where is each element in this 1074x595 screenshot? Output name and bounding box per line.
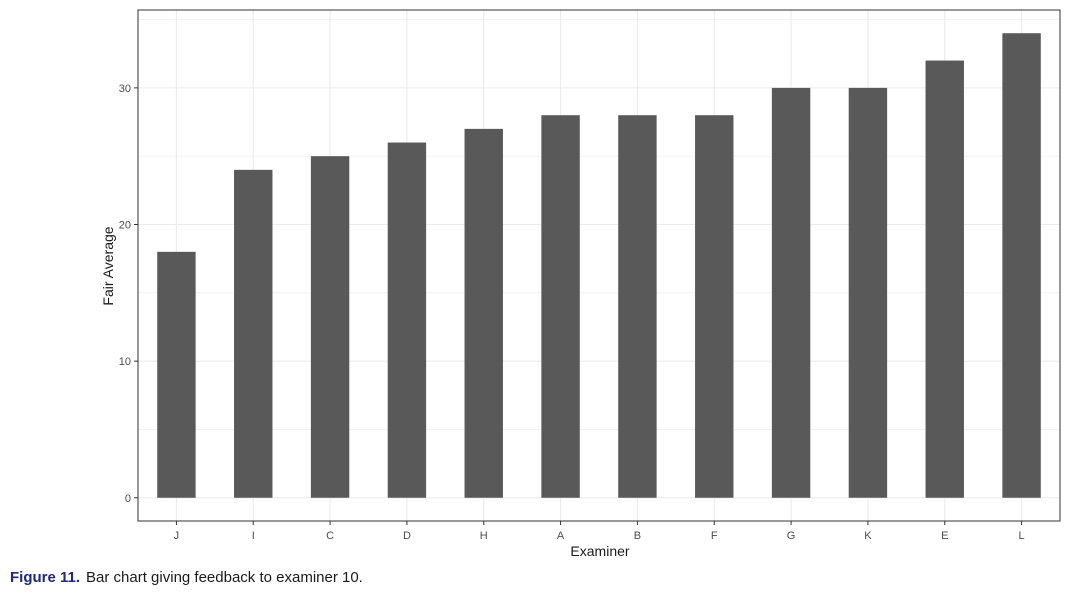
y-axis-title: Fair Average xyxy=(100,226,116,305)
bar-B xyxy=(618,115,657,498)
bar-E xyxy=(925,60,964,498)
y-tick-label: 30 xyxy=(119,83,131,95)
bar-D xyxy=(387,142,427,498)
figure-caption-text: Bar chart giving feedback to examiner 10… xyxy=(86,569,363,586)
figure-caption-label: Figure 11. xyxy=(10,569,81,586)
x-tick-label: L xyxy=(1019,530,1025,542)
bar-H xyxy=(464,128,503,498)
x-tick-label: C xyxy=(326,530,334,542)
x-tick-label: I xyxy=(252,530,255,542)
bar-F xyxy=(695,115,734,498)
x-tick-label: G xyxy=(787,530,796,542)
x-tick-label: F xyxy=(711,530,718,542)
x-tick-label: H xyxy=(480,530,488,542)
bar-A xyxy=(541,115,580,498)
bar-G xyxy=(771,87,811,498)
x-tick-label: E xyxy=(941,530,948,542)
figure-caption: Figure 11. Bar chart giving feedback to e… xyxy=(10,569,363,586)
y-tick-label: 20 xyxy=(119,220,131,232)
bar-I xyxy=(234,169,273,498)
axis-ticks: 0 10 20 30 J I C D H A B F G K E L xyxy=(119,83,1025,542)
bar-C xyxy=(310,156,350,498)
y-tick-label: 0 xyxy=(125,493,131,505)
grid-lines xyxy=(138,10,1060,521)
x-tick-label: A xyxy=(557,530,565,542)
bar-chart: 0 10 20 30 J I C D H A B F G K E L Examiner Fair Averag… xyxy=(100,9,1061,559)
y-tick-label: 10 xyxy=(119,356,131,368)
bar-L xyxy=(1002,33,1041,498)
x-tick-label: K xyxy=(864,530,872,542)
bar-K xyxy=(848,87,888,498)
x-tick-label: J xyxy=(174,530,180,542)
x-axis-title: Examiner xyxy=(570,543,629,559)
panel-border xyxy=(137,9,1061,522)
x-tick-label: D xyxy=(403,530,411,542)
x-tick-label: B xyxy=(634,530,641,542)
bars xyxy=(157,33,1041,498)
bar-J xyxy=(157,251,196,498)
